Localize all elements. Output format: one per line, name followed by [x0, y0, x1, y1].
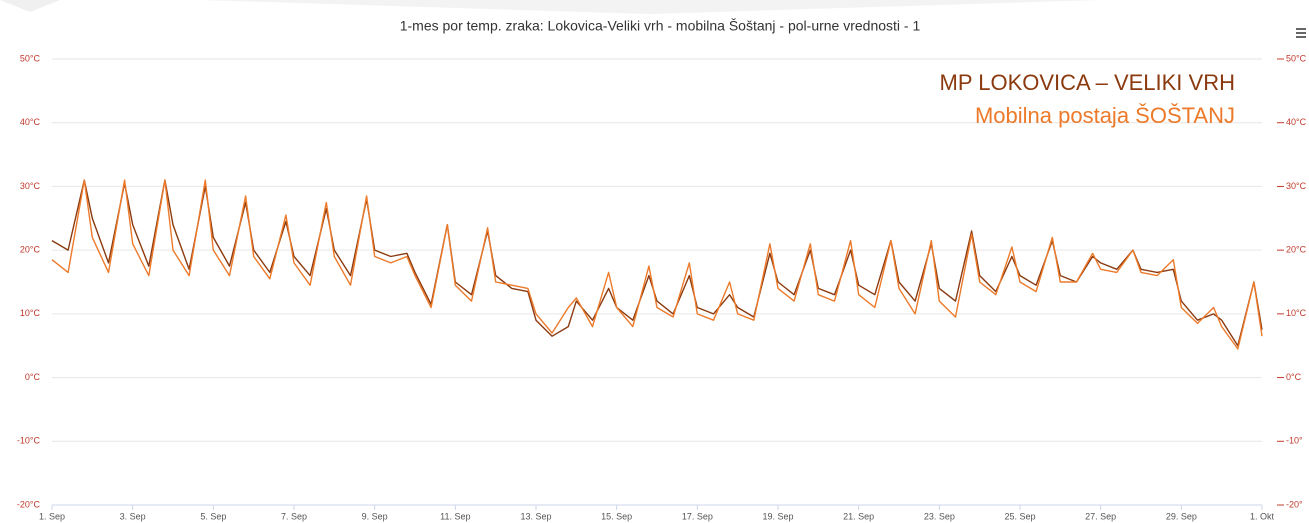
x-tick-label: 7. Sep — [281, 511, 307, 521]
y-tick-label: 0°C — [25, 372, 41, 382]
decoration — [200, 0, 1100, 14]
series-line — [51, 179, 1263, 350]
x-tick-label: 19. Sep — [762, 511, 793, 521]
x-tick-label: 1. Okt — [1250, 511, 1275, 521]
y-tick-label: 50°C — [20, 53, 41, 63]
y2-tick-label: 10°C — [1286, 308, 1307, 318]
legend-label: MP LOKOVICA – VELIKI VRH — [940, 70, 1236, 95]
y2-tick-label: 20°C — [1286, 245, 1307, 255]
y-tick-label: -10°C — [17, 436, 41, 446]
y2-tick-label: 30°C — [1286, 181, 1307, 191]
legend-label: Mobilna postaja ŠOŠTANJ — [975, 103, 1235, 128]
chart-title: 1-mes por temp. zraka: Lokovica-Veliki v… — [400, 18, 921, 34]
x-tick-label: 25. Sep — [1004, 511, 1035, 521]
x-tick-label: 21. Sep — [843, 511, 874, 521]
y-tick-label: 20°C — [20, 245, 41, 255]
x-tick-label: 5. Sep — [200, 511, 226, 521]
decoration — [0, 0, 60, 12]
x-tick-label: 29. Sep — [1166, 511, 1197, 521]
x-tick-label: 17. Sep — [682, 511, 713, 521]
x-tick-label: 1. Sep — [39, 511, 65, 521]
series-line — [51, 179, 1263, 347]
x-tick-label: 23. Sep — [924, 511, 955, 521]
y-tick-label: 10°C — [20, 308, 41, 318]
y2-tick-label: -20° — [1286, 499, 1303, 509]
y-tick-label: -20°C — [17, 499, 41, 509]
y2-tick-label: 40°C — [1286, 117, 1307, 127]
x-tick-label: 27. Sep — [1085, 511, 1116, 521]
x-tick-label: 13. Sep — [520, 511, 551, 521]
x-tick-label: 3. Sep — [120, 511, 146, 521]
x-tick-label: 9. Sep — [362, 511, 388, 521]
x-tick-label: 11. Sep — [440, 511, 470, 521]
y2-tick-label: -10° — [1286, 436, 1303, 446]
menu-icon[interactable] — [1296, 28, 1306, 38]
y-tick-label: 40°C — [20, 117, 41, 127]
y2-tick-label: 0°C — [1286, 372, 1302, 382]
y-tick-label: 30°C — [20, 181, 41, 191]
y2-tick-label: 50°C — [1286, 53, 1307, 63]
x-tick-label: 15. Sep — [601, 511, 632, 521]
